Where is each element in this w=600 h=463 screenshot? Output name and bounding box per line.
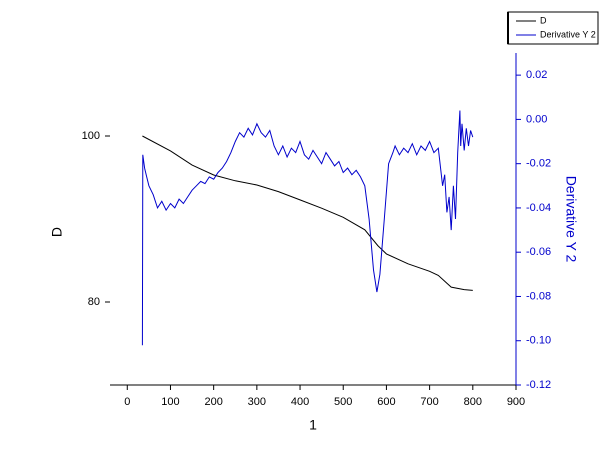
y2-axis-title: Derivative Y 2 (563, 176, 579, 263)
y-tick-label: 80 (88, 296, 100, 308)
legend-label: D (540, 15, 547, 25)
x-axis-title: 1 (309, 417, 317, 433)
x-tick-label: 300 (248, 396, 266, 408)
y2-tick-label: -0.10 (526, 335, 551, 347)
x-tick-label: 100 (161, 396, 179, 408)
legend-label: Derivative Y 2 (540, 29, 596, 39)
y2-tick-label: -0.08 (526, 290, 551, 302)
x-tick-label: 900 (507, 396, 525, 408)
series-line (141, 110, 474, 346)
y2-tick-label: 0.00 (526, 113, 547, 125)
x-tick-label: 200 (204, 396, 222, 408)
y2-tick-label: -0.06 (526, 246, 551, 258)
x-tick-label: 400 (291, 396, 309, 408)
y2-tick-label: -0.02 (526, 158, 551, 170)
legend-box (507, 11, 599, 45)
y-axis-title: D (49, 227, 65, 237)
y2-tick-label: -0.04 (526, 202, 551, 214)
y2-tick-label: -0.12 (526, 379, 551, 391)
x-tick-label: 0 (124, 396, 130, 408)
y2-tick-label: 0.02 (526, 69, 547, 81)
x-tick-label: 700 (420, 396, 438, 408)
x-tick-label: 800 (464, 396, 482, 408)
y-tick-label: 100 (82, 130, 100, 142)
series-line (142, 135, 473, 291)
x-tick-label: 600 (377, 396, 395, 408)
x-tick-label: 500 (334, 396, 352, 408)
